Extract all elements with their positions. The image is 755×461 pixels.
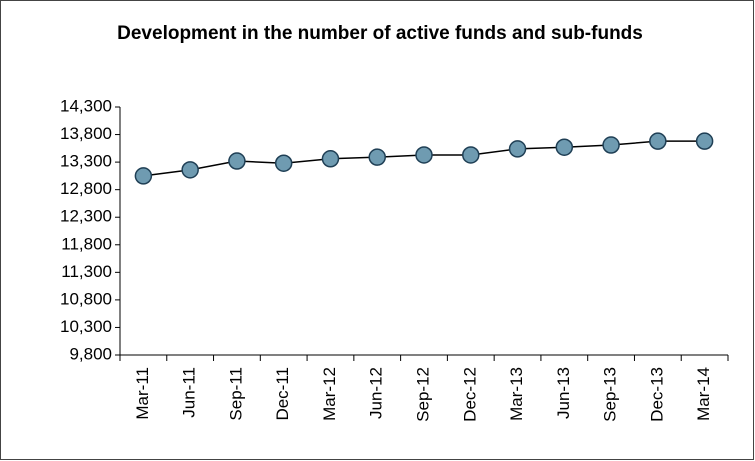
x-tick-label: Sep-12	[413, 367, 432, 422]
y-tick-label: 9,800	[69, 344, 112, 363]
marker	[555, 138, 574, 156]
marker	[321, 150, 340, 168]
x-tick-label: Dec-11	[273, 367, 292, 421]
marker	[649, 132, 667, 150]
chart-title: Development in the number of active fund…	[117, 23, 643, 44]
x-tick-label: Mar-14	[694, 367, 713, 421]
y-tick-label: 11,300	[61, 262, 112, 281]
x-tick-label: Mar-13	[507, 367, 526, 421]
x-tick-label: Mar-12	[320, 367, 339, 421]
x-tick-label: Jun-12	[367, 367, 386, 419]
marker	[181, 161, 199, 179]
x-tick-label: Mar-11	[133, 367, 152, 420]
x-tick-label: Dec-12	[460, 367, 479, 422]
marker	[462, 146, 480, 164]
marker	[602, 136, 620, 154]
marker	[228, 152, 246, 170]
marker	[274, 154, 293, 172]
x-tick-label: Sep-11	[226, 367, 245, 421]
marker	[695, 132, 714, 150]
x-tick-label: Jun-11	[180, 367, 199, 418]
marker	[368, 148, 386, 166]
marker	[415, 146, 433, 164]
x-tick-label: Dec-13	[647, 367, 666, 422]
y-tick-label: 10,300	[60, 317, 112, 336]
y-tick-label: 11,800	[61, 234, 112, 253]
x-tick-label: Sep-13	[601, 367, 620, 422]
y-tick-label: 12,800	[60, 179, 112, 198]
y-tick-label: 14,300	[60, 96, 112, 115]
y-tick-label: 13,800	[60, 124, 112, 143]
marker	[134, 167, 153, 185]
y-tick-label: 13,300	[60, 152, 112, 171]
x-tick-label: Jun-13	[554, 367, 573, 419]
y-tick-label: 10,800	[60, 289, 112, 308]
marker	[508, 140, 527, 158]
y-tick-label: 12,300	[60, 207, 112, 226]
